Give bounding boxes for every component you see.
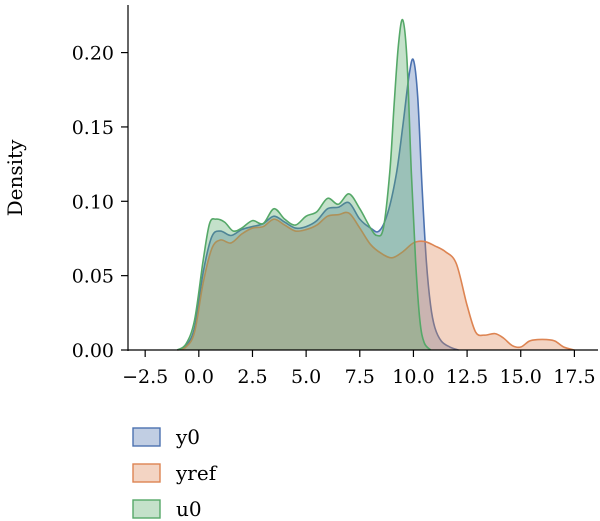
density-areas [176, 18, 575, 351]
legend-label-y0: y0 [175, 425, 200, 449]
x-tick-label: 7.5 [345, 366, 375, 388]
series-u0-fill [177, 19, 431, 351]
series-yref-fill [177, 212, 575, 350]
y-axis-title: Density [3, 139, 27, 216]
series-y0-fill [177, 59, 459, 351]
y-tick-label: 0.00 [72, 340, 114, 362]
x-tick-label: 2.5 [237, 366, 267, 388]
x-tick-label: 5.0 [291, 366, 321, 388]
x-tick-label: 12.5 [446, 366, 488, 388]
legend-swatch-u0 [132, 499, 161, 519]
legend-swatch-yref [132, 463, 161, 483]
legend: y0 yref u0 [132, 425, 218, 521]
series-y0-line [176, 58, 459, 351]
legend-swatch-y0 [132, 427, 161, 447]
y-tick-label: 0.20 [72, 43, 114, 65]
y-tick-label: 0.10 [72, 191, 114, 213]
legend-label-u0: u0 [176, 497, 202, 521]
y-tick-label: 0.05 [72, 266, 114, 288]
x-tick-label: −2.5 [122, 366, 168, 388]
series-u0-line [176, 18, 432, 351]
legend-label-yref: yref [175, 461, 218, 485]
x-tick-label: 15.0 [500, 366, 542, 388]
axes: 0.00 0.05 0.10 0.15 0.20 −2.5 0.0 2.5 5.0 7.5 10.0… [72, 5, 598, 388]
x-tick-label: 10.0 [392, 366, 434, 388]
series-yref-line [177, 211, 575, 351]
x-tick-label: 0.0 [184, 366, 214, 388]
y-tick-label: 0.15 [72, 117, 114, 139]
x-tick-label: 17.5 [553, 366, 595, 388]
